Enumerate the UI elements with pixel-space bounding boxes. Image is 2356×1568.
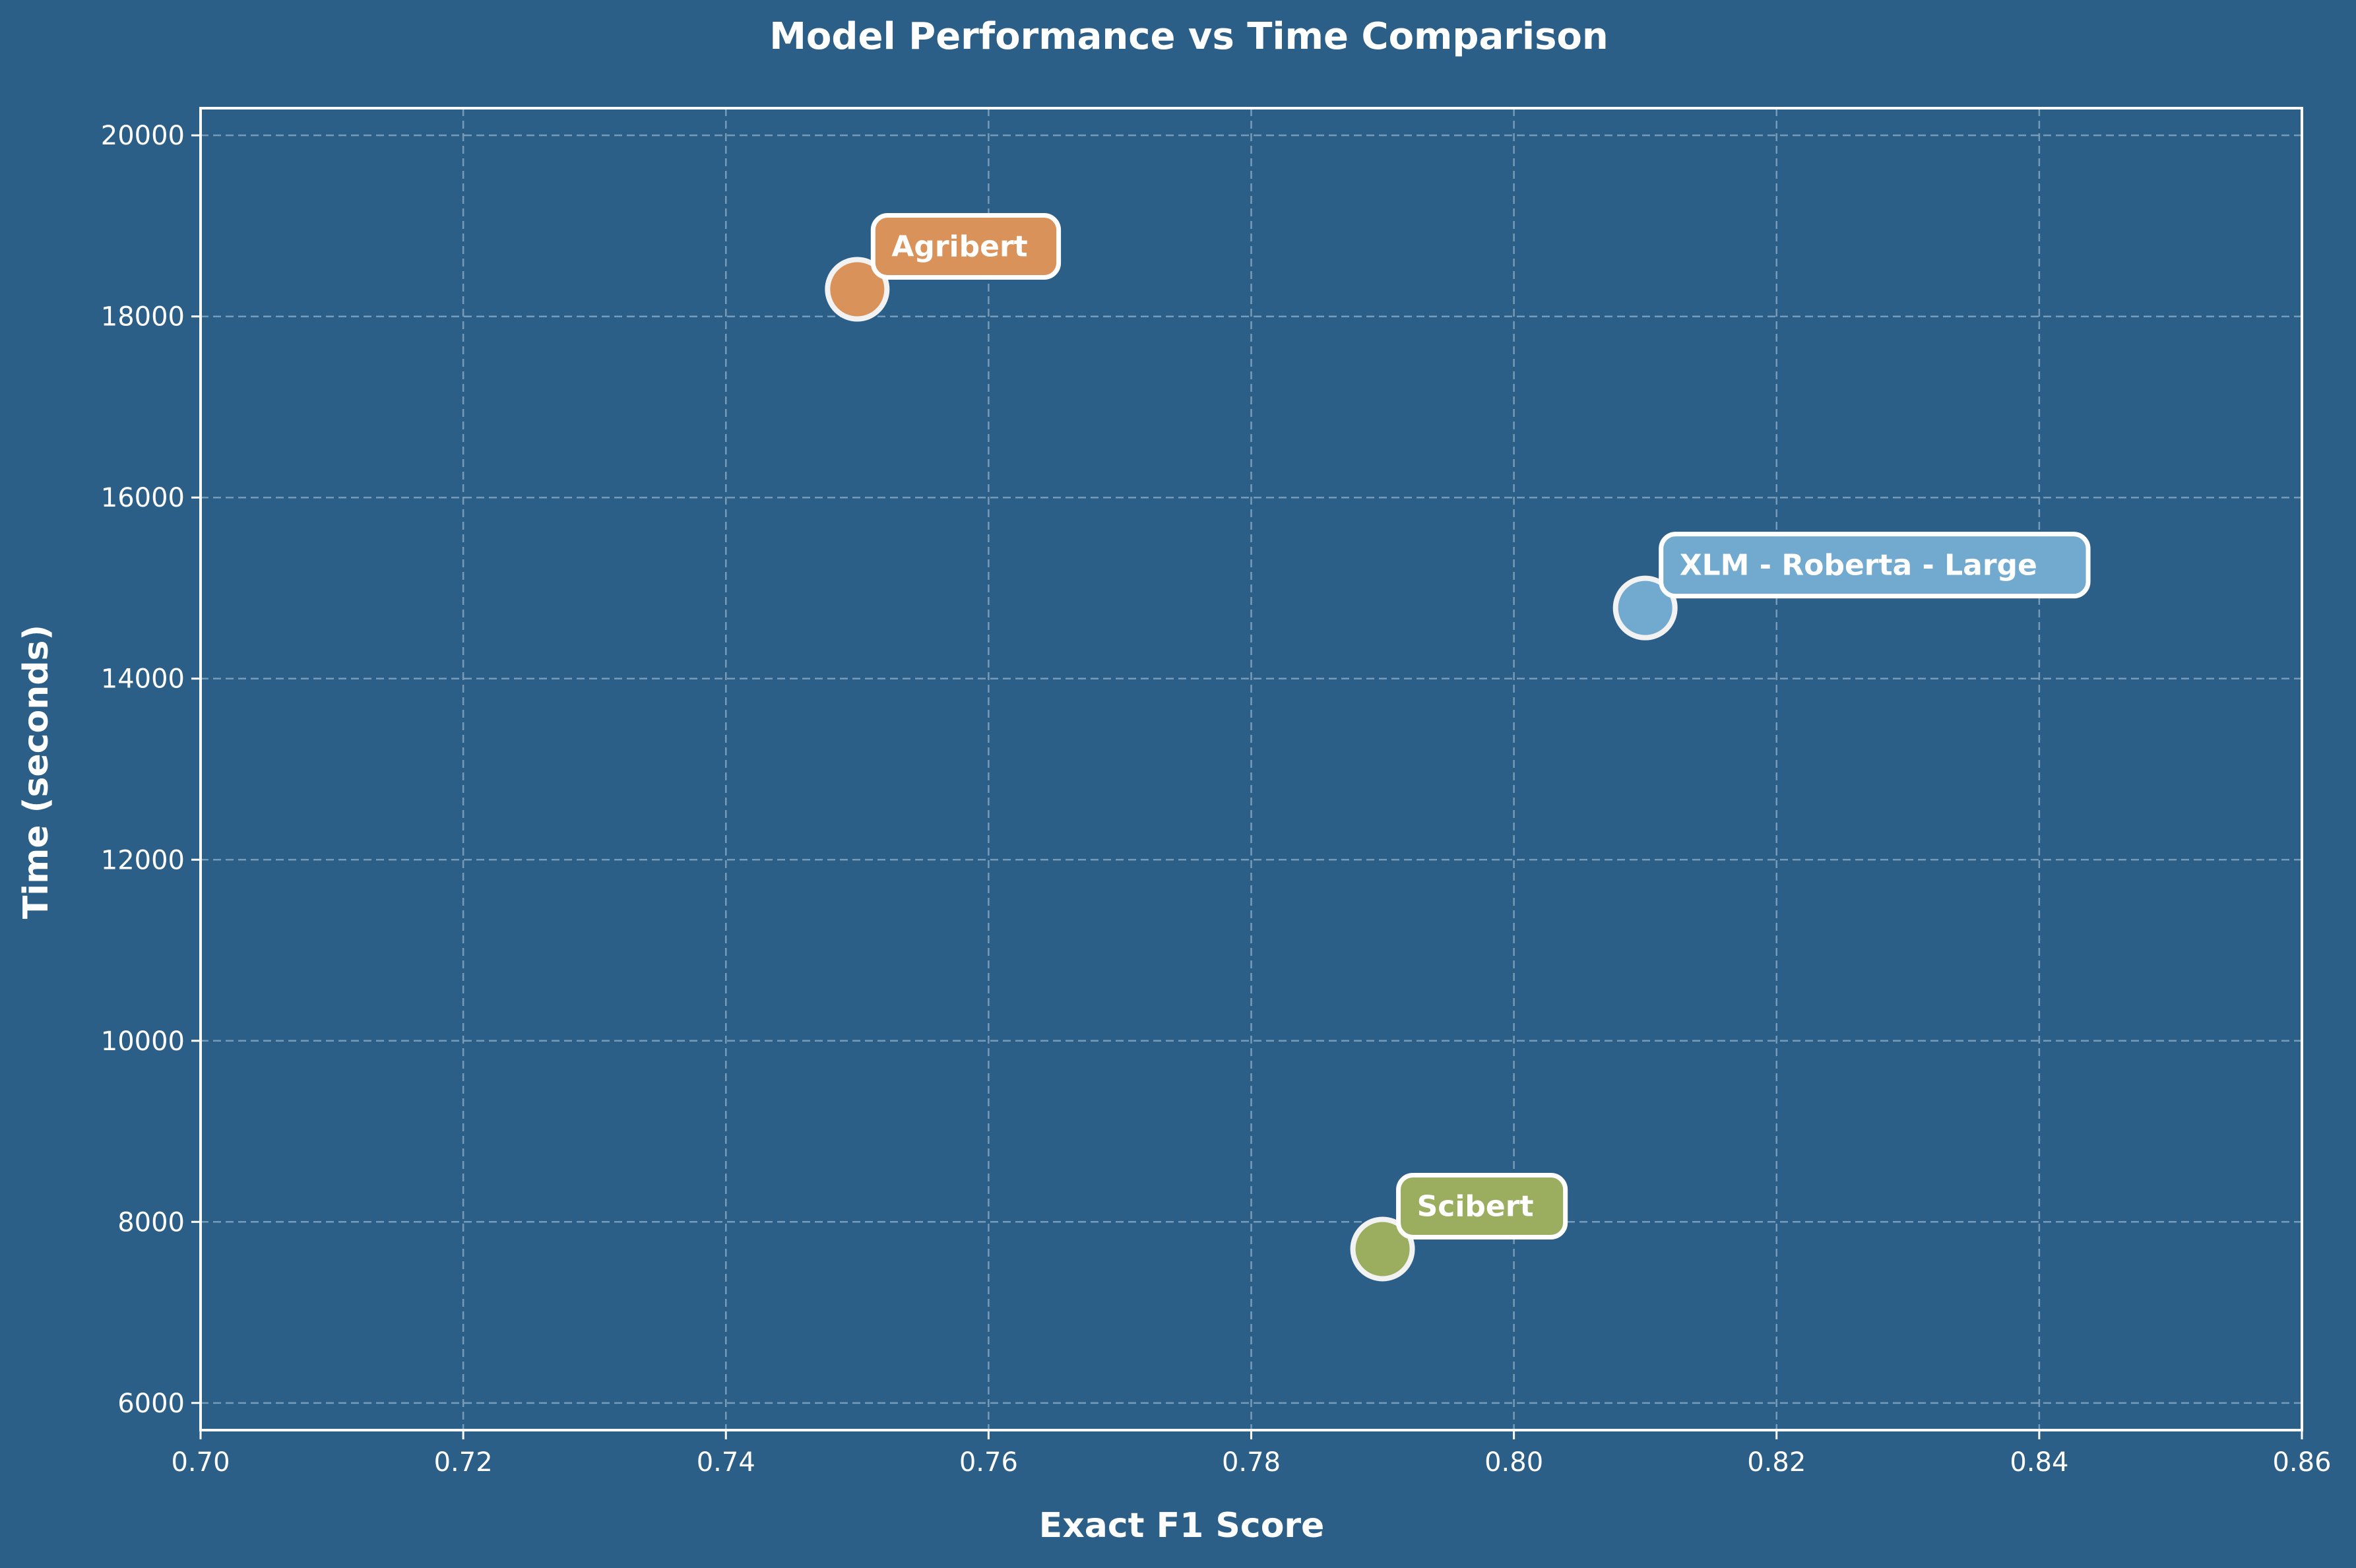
x-tick-label: 0.78: [1222, 1447, 1281, 1478]
point-labels: Agribert XLM - Roberta - Large Scibert: [870, 213, 2091, 1239]
point-label-box: [870, 213, 1062, 280]
data-point: [1612, 575, 1678, 641]
y-tick-label: 8000: [117, 1207, 185, 1238]
point-label-box: [1659, 532, 2091, 599]
y-tick-label: 20000: [101, 121, 185, 151]
plot-frame: [199, 107, 2303, 1431]
x-tick-label: 0.76: [959, 1447, 1018, 1478]
x-tick-label: 0.72: [434, 1447, 493, 1478]
x-tick-label: 0.84: [2010, 1447, 2068, 1478]
data-point: [1350, 1216, 1415, 1282]
x-tick-label: 0.82: [1747, 1447, 1806, 1478]
chart-title: Model Performance vs Time Comparison: [769, 15, 1608, 58]
y-tick-label: 10000: [101, 1026, 185, 1057]
x-tick-label: 0.74: [697, 1447, 755, 1478]
x-axis-label: Exact F1 Score: [1039, 1506, 1325, 1546]
y-tick-label: 14000: [101, 664, 185, 695]
x-tick-label: 0.70: [171, 1447, 230, 1478]
axes: 0.70 0.72 0.74 0.76 0.78 0.80 0.82 0.84 0.86 6000…: [101, 107, 2332, 1478]
y-tick-label: 18000: [101, 302, 185, 332]
point-label: Agribert: [891, 230, 1027, 264]
y-tick-label: 16000: [101, 483, 185, 513]
point-label: Scibert: [1417, 1189, 1534, 1223]
grid-lines: [199, 108, 2303, 1430]
x-tick-label: 0.80: [1484, 1447, 1543, 1478]
y-axis-label: Time (seconds): [16, 625, 56, 919]
point-label-box: [1396, 1172, 1568, 1239]
data-point: [825, 257, 890, 322]
x-tick-label: 0.86: [2272, 1447, 2331, 1478]
data-points: [825, 257, 1678, 1282]
point-label: XLM - Roberta - Large: [1680, 549, 2037, 582]
y-tick-label: 6000: [117, 1389, 185, 1419]
y-tick-label: 12000: [101, 845, 185, 875]
